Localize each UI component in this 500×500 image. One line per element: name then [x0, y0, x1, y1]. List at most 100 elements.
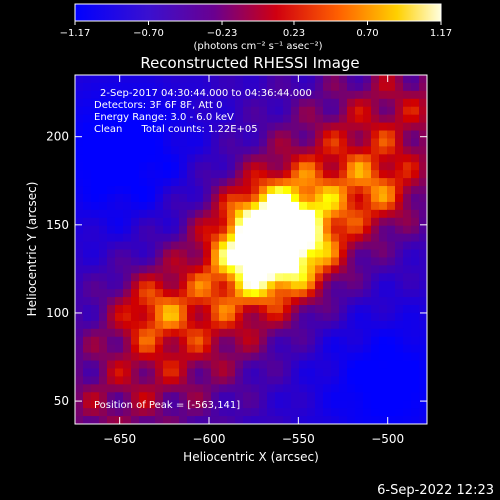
heatmap-cell [91, 162, 100, 171]
heatmap-cell [307, 209, 316, 219]
heatmap-cell [299, 312, 308, 322]
heatmap-cell [371, 75, 380, 84]
heatmap-cell [379, 257, 388, 266]
heatmap-cell [227, 233, 236, 243]
heatmap-cell [299, 82, 308, 92]
heatmap-cell [203, 106, 212, 116]
heatmap-cell [347, 384, 356, 393]
heatmap-cell [339, 328, 348, 338]
heatmap-cell [219, 225, 228, 235]
heatmap-cell [411, 130, 420, 140]
heatmap-cell [371, 281, 380, 290]
heatmap-cell [147, 344, 156, 354]
heatmap-cell [219, 82, 228, 92]
heatmap-cell [187, 114, 196, 124]
heatmap-cell [411, 178, 420, 187]
heatmap-cell [299, 201, 308, 211]
heatmap-cell [259, 384, 268, 393]
heatmap-cell [411, 336, 420, 346]
heatmap-cell [411, 209, 420, 219]
heatmap-cell [227, 392, 236, 401]
heatmap-cell [323, 289, 332, 298]
heatmap-cell [115, 352, 124, 362]
heatmap-cell [331, 249, 340, 259]
heatmap-cell [131, 376, 140, 385]
heatmap-cell [227, 336, 236, 346]
heatmap-cell [91, 392, 100, 401]
heatmap-cell [331, 360, 340, 370]
heatmap-cell [139, 170, 148, 179]
heatmap-cell [243, 90, 252, 100]
heatmap-cell [411, 170, 420, 179]
heatmap-cell [323, 201, 332, 211]
heatmap-cell [139, 400, 148, 409]
heatmap-cell [331, 178, 340, 187]
heatmap-cell [83, 122, 92, 132]
heatmap-cell [123, 320, 132, 330]
heatmap-cell [299, 217, 308, 227]
heatmap-cell [219, 122, 228, 132]
heatmap-cell [403, 312, 412, 322]
heatmap-cell [419, 90, 427, 100]
heatmap-cell [243, 312, 252, 322]
heatmap-cell [163, 154, 172, 163]
heatmap-cell [387, 154, 396, 163]
heatmap-cell [387, 297, 396, 306]
heatmap-cell [355, 217, 364, 227]
heatmap-cell [139, 138, 148, 147]
heatmap-cell [251, 178, 260, 187]
heatmap-cell [131, 209, 140, 219]
heatmap-cell [347, 162, 356, 171]
heatmap-cell [75, 320, 84, 330]
heatmap-cell [243, 98, 252, 108]
heatmap-cell [155, 265, 164, 274]
heatmap-cell [107, 265, 116, 274]
heatmap-cell [363, 106, 372, 116]
heatmap-cell [227, 217, 236, 227]
heatmap-cell [211, 82, 220, 92]
heatmap-cell [235, 328, 244, 338]
heatmap-cell [99, 233, 108, 243]
annotation-energy-range: Energy Range: 3.0 - 6.0 keV [94, 112, 234, 123]
heatmap-cell [219, 281, 228, 290]
heatmap-cell [131, 320, 140, 330]
heatmap-cell [235, 408, 244, 417]
heatmap-cell [371, 384, 380, 393]
heatmap-cell [107, 376, 116, 385]
heatmap-cell [195, 114, 204, 124]
heatmap-cell [91, 146, 100, 155]
heatmap-cell [219, 392, 228, 401]
heatmap-cell [419, 408, 427, 417]
heatmap-cell [259, 376, 268, 385]
heatmap-cell [411, 265, 420, 274]
heatmap-cell [379, 320, 388, 330]
heatmap-cell [243, 257, 252, 266]
heatmap-cell [267, 82, 276, 92]
heatmap-cell [75, 392, 84, 401]
heatmap-cell [395, 392, 404, 401]
heatmap-cell [299, 98, 308, 108]
heatmap-cell [163, 352, 172, 362]
heatmap-cell [379, 352, 388, 362]
heatmap-cell [147, 233, 156, 243]
heatmap-cell [347, 90, 356, 100]
heatmap-cell [219, 162, 228, 171]
heatmap-cell [211, 201, 220, 211]
heatmap-cell [75, 344, 84, 354]
heatmap-cell [403, 281, 412, 290]
heatmap-cell [267, 201, 276, 211]
heatmap-cell [115, 233, 124, 243]
heatmap-cell [163, 360, 172, 370]
heatmap-cell [379, 249, 388, 259]
heatmap-cell [115, 209, 124, 219]
heatmap-cell [75, 328, 84, 338]
heatmap-cell [235, 225, 244, 235]
heatmap-cell [283, 360, 292, 370]
heatmap-cell [363, 384, 372, 393]
heatmap-cell [123, 344, 132, 354]
heatmap-cell [243, 209, 252, 219]
x-tick-label: −600 [193, 432, 226, 446]
heatmap-cell [299, 344, 308, 354]
heatmap-cell [251, 352, 260, 362]
heatmap-cell [251, 186, 260, 195]
